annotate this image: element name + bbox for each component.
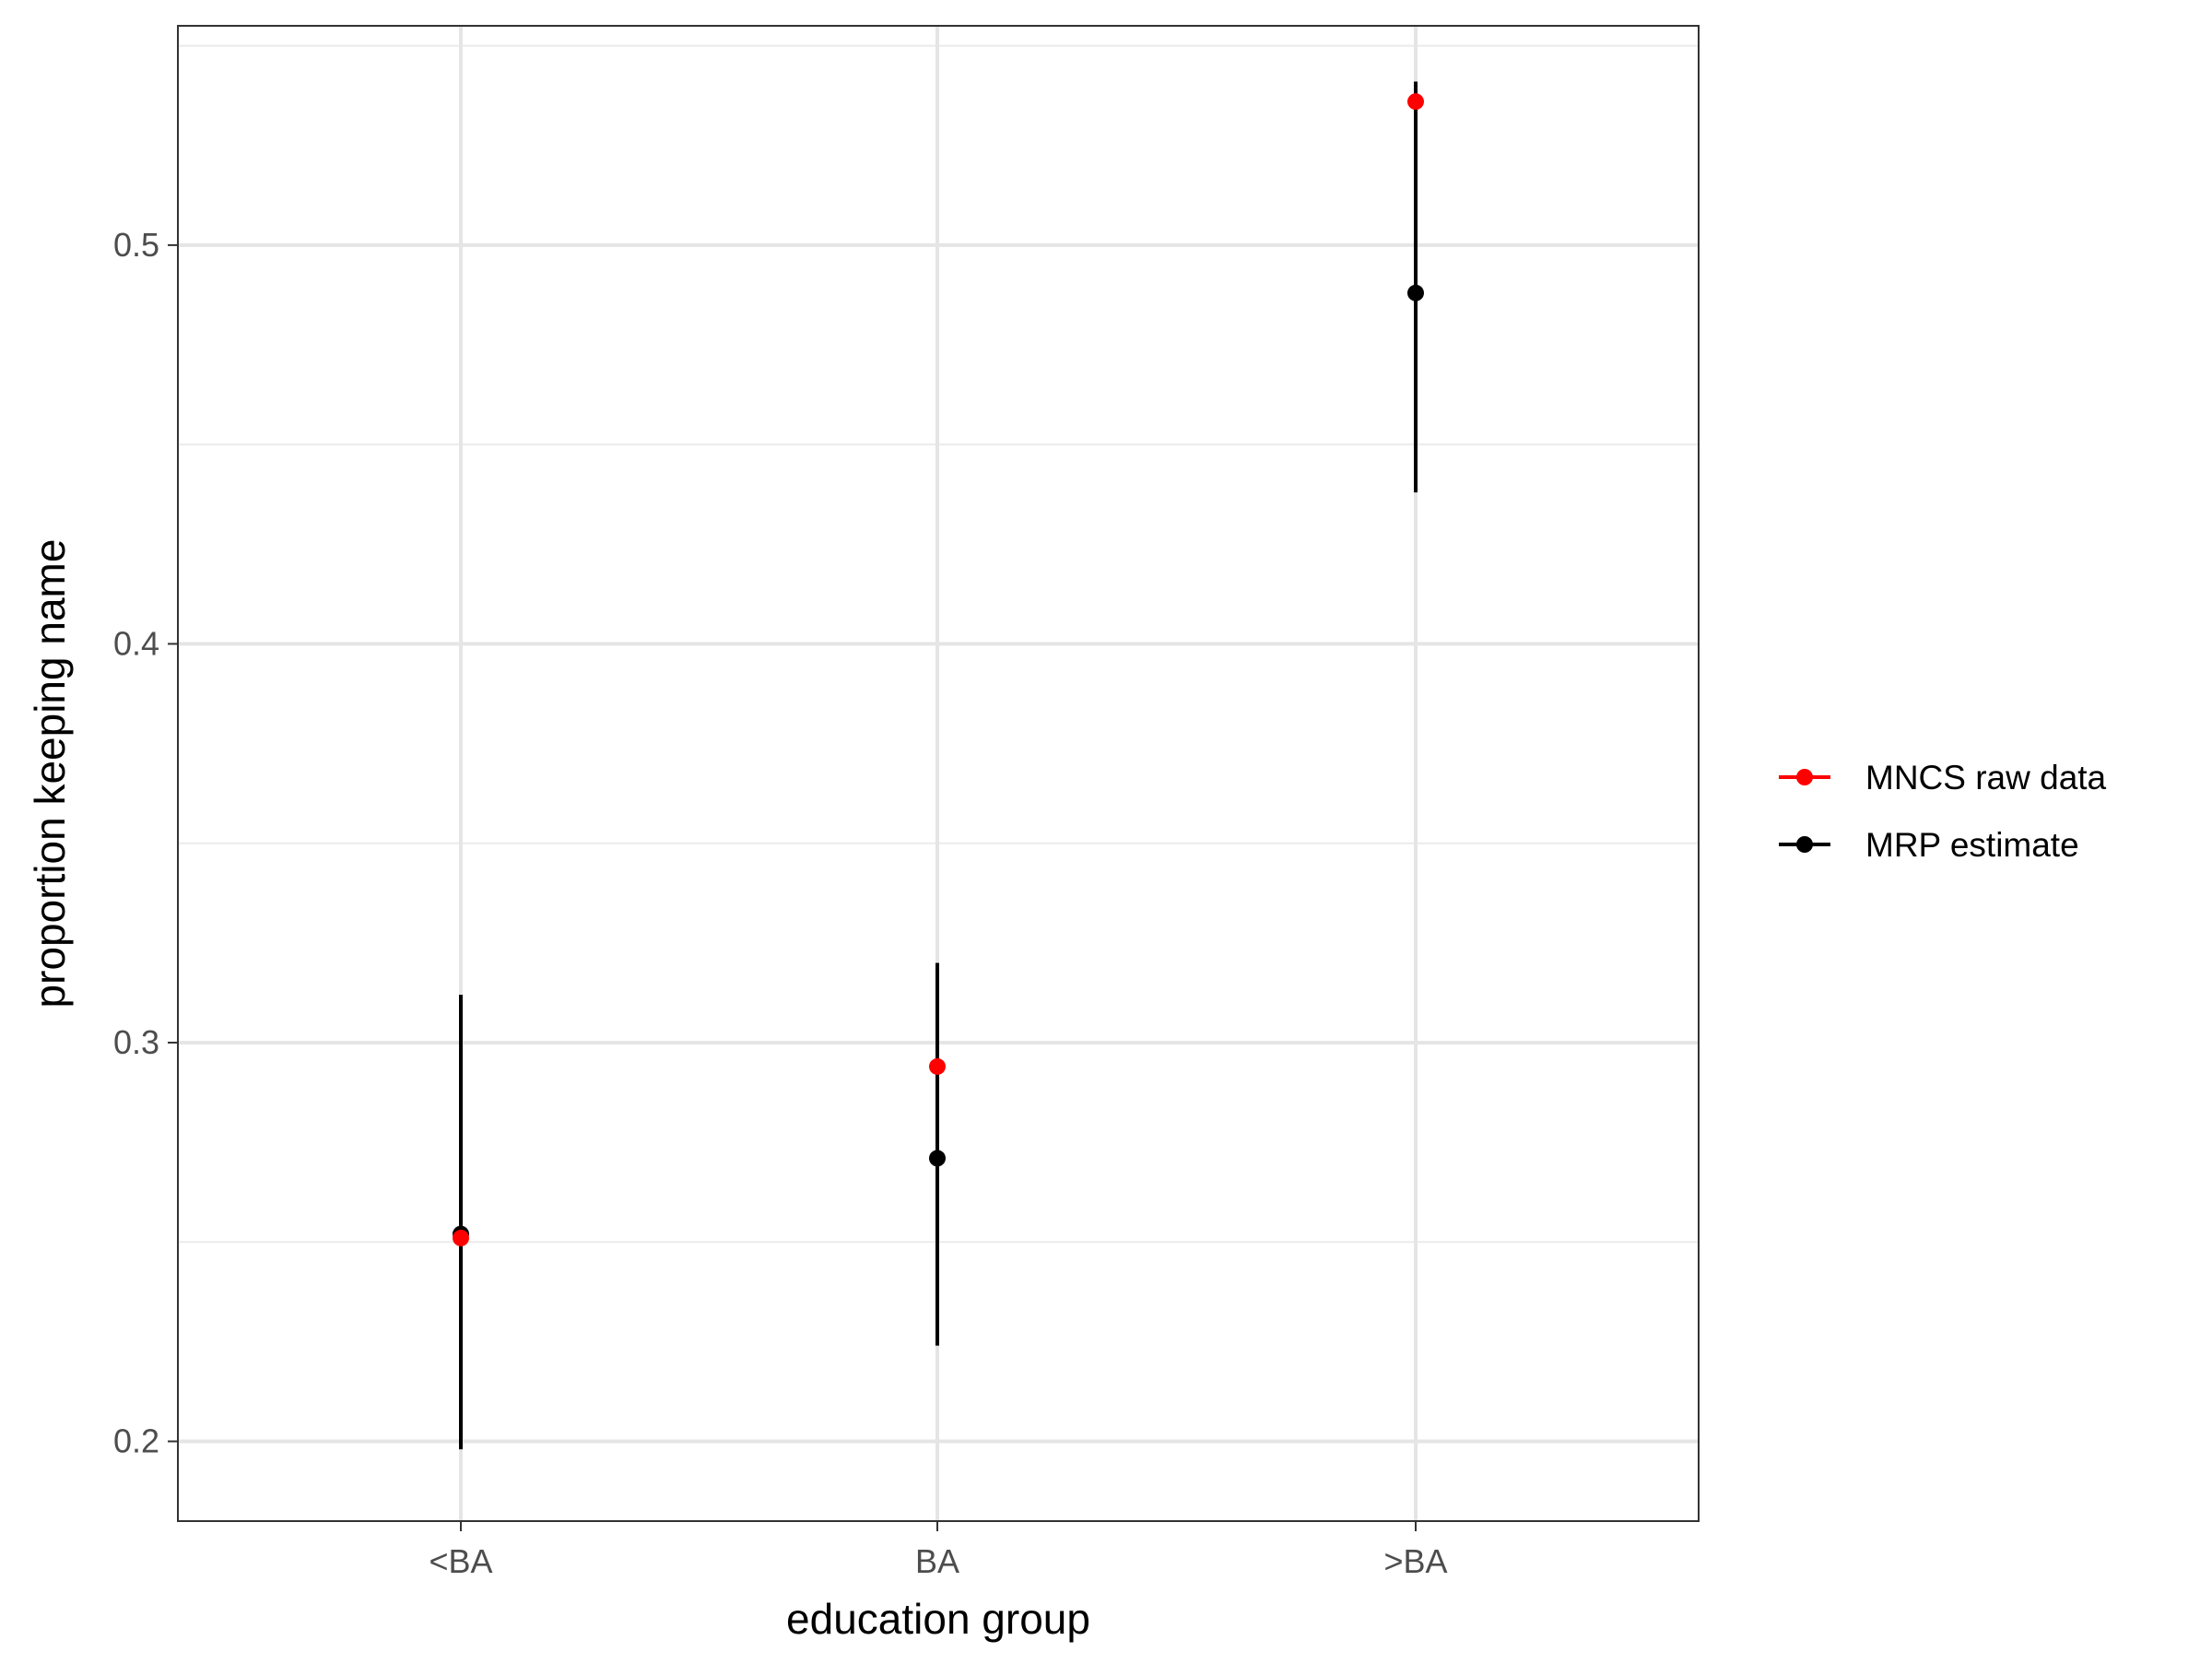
- axes: 0.2 0.3 0.4 0.5 <BA BA >BA: [113, 226, 1448, 1580]
- point-mncs-raw-data: [453, 1229, 469, 1246]
- y-tick-label: 0.3: [113, 1023, 159, 1061]
- point-mncs-raw-data: [929, 1057, 946, 1075]
- x-tick-label: >BA: [1383, 1542, 1447, 1580]
- legend-label: MNCS raw data: [1865, 759, 2107, 797]
- y-tick-label: 0.2: [113, 1422, 159, 1459]
- y-tick-label: 0.4: [113, 624, 159, 662]
- legend-label: MRP estimate: [1865, 826, 2079, 864]
- point-mrp-estimate: [929, 1150, 946, 1167]
- legend-key-point: [1796, 769, 1813, 785]
- point-mrp-estimate: [1407, 284, 1424, 301]
- y-tick-label: 0.5: [113, 226, 159, 264]
- x-tick-label: <BA: [429, 1542, 492, 1580]
- x-tick-label: BA: [915, 1542, 959, 1580]
- legend-item-mncs-raw-data: MNCS raw data: [1779, 759, 2107, 797]
- point-mncs-raw-data: [1407, 93, 1424, 111]
- y-axis-title: proportion keeping name: [26, 539, 74, 1009]
- x-axis-title: education group: [786, 1595, 1090, 1643]
- legend-item-mrp-estimate: MRP estimate: [1779, 826, 2079, 864]
- legend: MNCS raw data MRP estimate: [1779, 759, 2107, 864]
- data-series: [453, 81, 1424, 1450]
- legend-key-point: [1796, 836, 1813, 853]
